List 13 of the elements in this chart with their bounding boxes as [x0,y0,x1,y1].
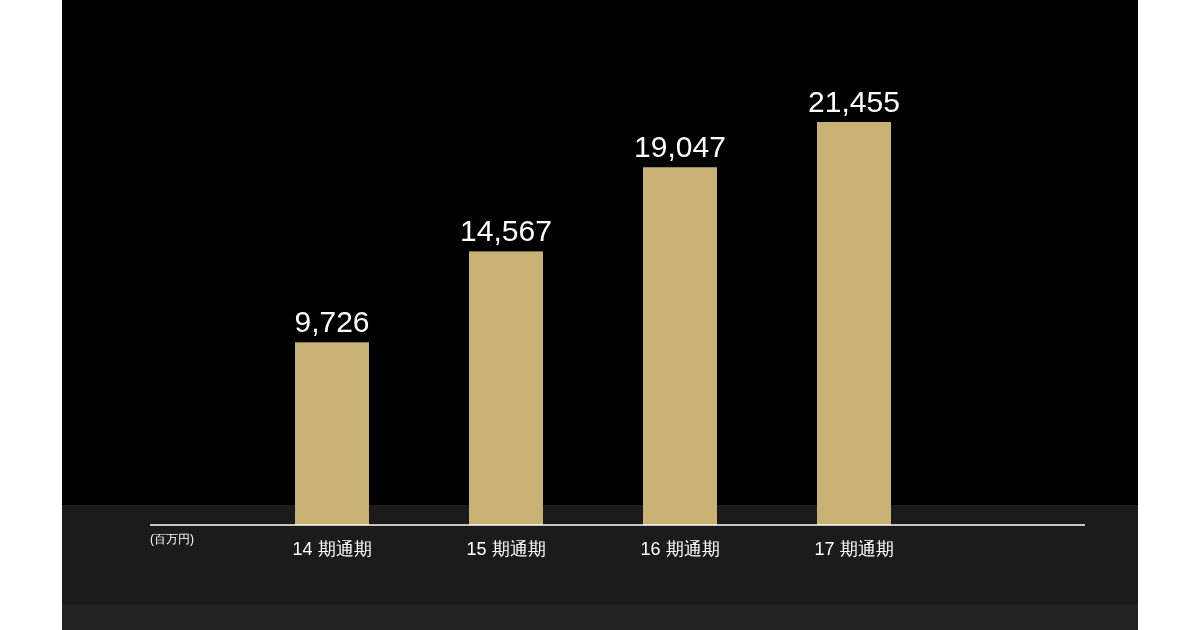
x-tick-label: 15 期通期 [466,539,546,559]
bar [817,122,891,525]
data-label: 19,047 [634,130,726,164]
bar [295,342,369,525]
data-label: 14,567 [460,214,552,248]
data-label: 9,726 [294,305,370,339]
x-tick-label: 14 期通期 [292,539,372,559]
text: (百万円) [150,532,194,546]
data-label: 21,455 [808,85,900,118]
x-tick-label: 17 期通期 [814,539,894,559]
bar [469,251,543,525]
bar [643,167,717,525]
x-tick-label: 16 期通期 [640,539,720,559]
